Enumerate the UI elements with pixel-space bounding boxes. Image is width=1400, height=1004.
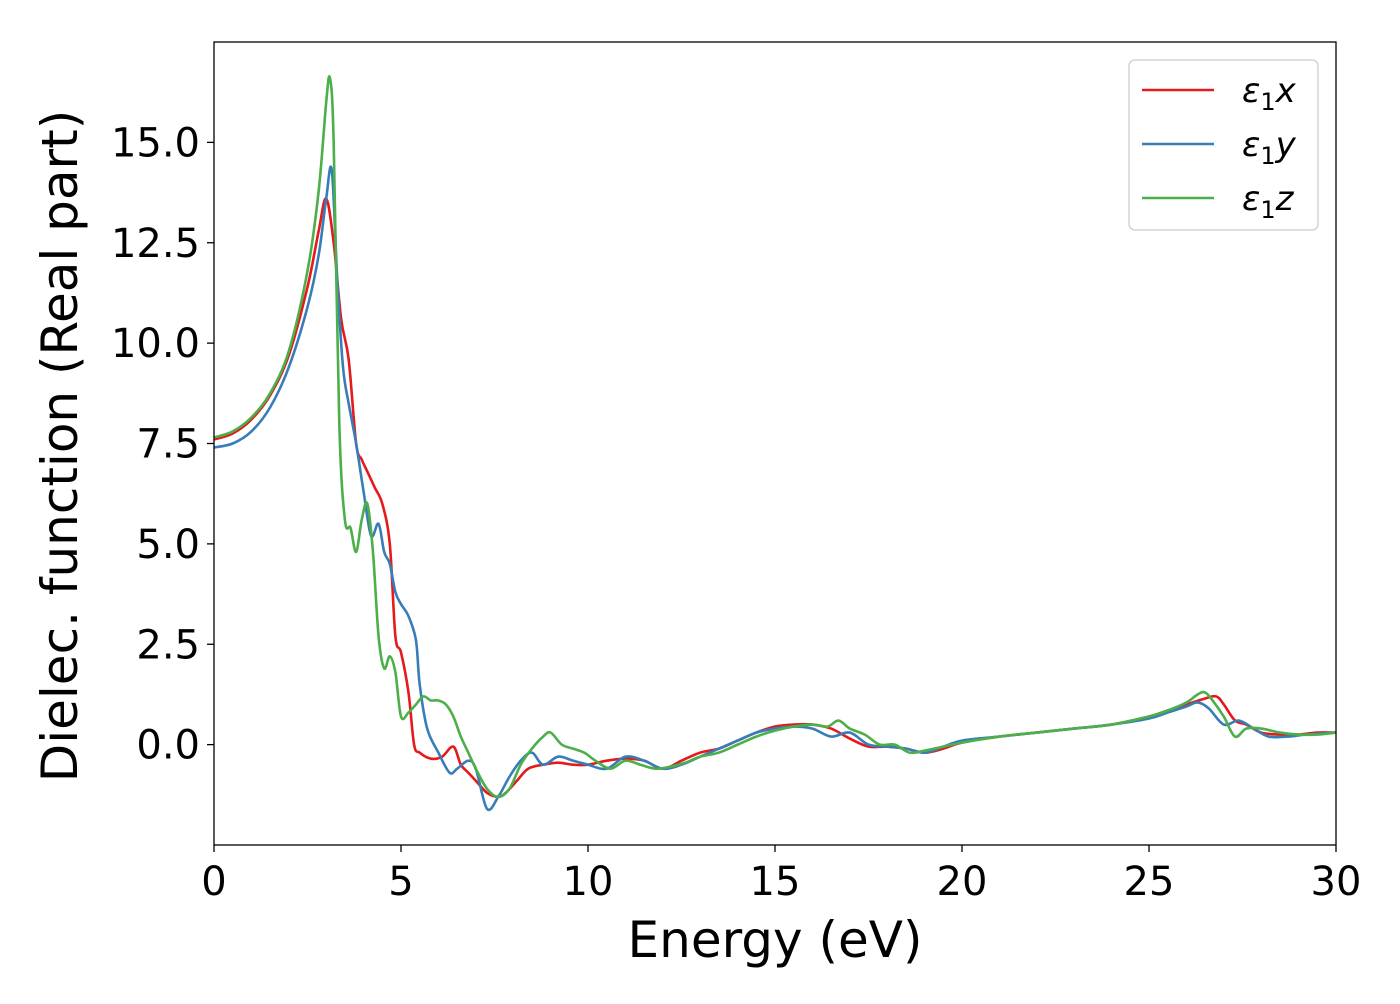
x-axis-ticks: 0 5 10 15 20 25 30 — [201, 845, 1361, 905]
legend-box — [1128, 59, 1319, 231]
x-tick-label: 20 — [937, 859, 988, 905]
x-tick-label: 5 — [388, 859, 413, 905]
legend-label-0: ε1x — [1242, 71, 1297, 116]
series-layer — [214, 75, 1336, 812]
y-tick-label: 0.0 — [136, 723, 200, 769]
y-tick-label: 10.0 — [111, 321, 200, 367]
y-axis-ticks: 0.0 2.5 5.0 7.5 10.0 12.5 15.0 — [111, 120, 214, 769]
x-tick-label: 25 — [1124, 859, 1175, 905]
x-tick-label: 15 — [750, 859, 801, 905]
series-line-0 — [214, 197, 1336, 799]
y-tick-label: 2.5 — [136, 622, 200, 668]
x-tick-label: 30 — [1311, 859, 1362, 905]
series-line-1 — [214, 165, 1336, 812]
legend-label-1: ε1y — [1242, 125, 1297, 170]
y-tick-label: 12.5 — [111, 221, 200, 267]
x-axis-label: Energy (eV) — [628, 911, 923, 969]
x-tick-label: 0 — [201, 859, 226, 905]
y-tick-label: 5.0 — [136, 522, 200, 568]
y-tick-label: 7.5 — [136, 422, 200, 468]
legend: ε1x ε1y ε1z — [1128, 59, 1319, 231]
y-axis-label: Dielec. function (Real part) — [31, 110, 89, 782]
legend-label-2: ε1z — [1242, 179, 1295, 224]
series-line-2 — [214, 75, 1336, 799]
x-tick-label: 10 — [563, 859, 614, 905]
y-tick-label: 15.0 — [111, 120, 200, 166]
